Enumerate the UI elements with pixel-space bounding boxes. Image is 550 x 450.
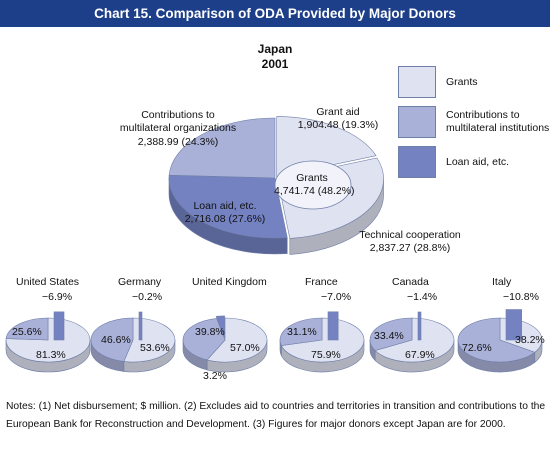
legend-swatch-multilateral	[398, 106, 436, 138]
us-multilateral-label: 25.6%	[12, 326, 42, 338]
germany-grants-slice	[123, 317, 176, 363]
notes: Notes: (1) Net disbursement; $ million. …	[6, 398, 546, 434]
canada-grants-label: 67.9%	[405, 349, 435, 361]
legend-label-loan: Loan aid, etc.	[446, 156, 510, 168]
multilateral-value: 2,388.99 (24.3%)	[137, 136, 219, 148]
multilateral-label: Contributions to multilateral organizati…	[119, 109, 237, 134]
france-grants-slice	[280, 317, 365, 363]
technical-cooperation-value: 2,837.27 (28.8%)	[369, 242, 451, 254]
germany-title: Germany	[118, 276, 162, 288]
germany-loan-label: −0.2%	[132, 291, 163, 303]
canada-loan-negative-wedge	[417, 311, 422, 341]
us-title: United States	[16, 276, 80, 288]
france-loan-negative-wedge	[327, 311, 339, 341]
germany-multilateral-label: 46.6%	[101, 334, 131, 346]
france-loan-label: −7.0%	[321, 291, 352, 303]
us-multilateral-slice	[5, 317, 49, 341]
japan-grants-total-highlight	[274, 160, 352, 210]
uk-multilateral-label: 39.8%	[195, 326, 225, 338]
france-title: France	[305, 276, 338, 288]
grants-total-label: Grants	[296, 172, 328, 184]
japan-grant-aid-slice	[276, 116, 377, 177]
legend-label-grants: Grants	[446, 76, 478, 88]
us-loan-negative-wedge	[53, 311, 65, 341]
canada-multilateral-label: 33.4%	[374, 330, 404, 342]
italy-multilateral-slice	[457, 317, 536, 363]
legend-swatch-loan	[398, 146, 436, 178]
chart-title: Chart 15. Comparison of ODA Provided by …	[0, 0, 550, 27]
uk-grants-label: 57.0%	[230, 342, 260, 354]
loan-aid-value: 2,716.08 (27.6%)	[184, 213, 266, 225]
italy-grants-label: 38.2%	[515, 334, 545, 346]
japan-multilateral-slice	[168, 117, 276, 179]
canada-multilateral-slice	[369, 317, 413, 351]
uk-loan-label: 3.2%	[203, 370, 227, 382]
japan-loan-aid-slice	[168, 174, 288, 239]
japan-year: 2001	[261, 57, 289, 71]
canada-title: Canada	[392, 276, 429, 288]
uk-title: United Kingdom	[192, 276, 267, 288]
italy-loan-label: −10.8%	[503, 291, 539, 303]
grant-aid-value: 1,904.48 (19.3%)	[297, 119, 379, 131]
germany-loan-negative-wedge	[138, 311, 143, 341]
italy-title: Italy	[492, 276, 512, 288]
canada-loan-label: −1.4%	[407, 291, 438, 303]
france-multilateral-slice	[279, 317, 323, 346]
japan-title: Japan	[257, 42, 293, 56]
us-loan-label: −6.9%	[42, 291, 73, 303]
notes-line-1: Notes: (1) Net disbursement; $ million. …	[6, 401, 546, 412]
legend-label-multilateral: Contributions to multilateral institutio…	[446, 109, 550, 134]
uk-grants-slice	[206, 317, 268, 363]
germany-multilateral-slice	[90, 317, 134, 362]
us-grants-label: 81.3%	[36, 349, 66, 361]
uk-multilateral-slice	[182, 318, 226, 361]
france-grants-label: 75.9%	[311, 349, 341, 361]
canada-grants-slice	[374, 317, 455, 363]
italy-loan-negative-wedge	[505, 309, 522, 341]
loan-aid-label: Loan aid, etc.	[193, 200, 257, 212]
germany-grants-label: 53.6%	[140, 342, 170, 354]
legend-swatch-grants	[398, 66, 436, 98]
france-multilateral-label: 31.1%	[287, 326, 317, 338]
grant-aid-label: Grant aid	[316, 106, 360, 118]
technical-cooperation-label: Technical cooperation	[359, 229, 461, 241]
italy-multilateral-label: 72.6%	[462, 342, 492, 354]
notes-line-2: European Bank for Reconstruction and Dev…	[6, 419, 506, 430]
grants-total-value: 4,741.74 (48.2%)	[274, 185, 355, 197]
uk-loan-slice	[215, 315, 225, 339]
